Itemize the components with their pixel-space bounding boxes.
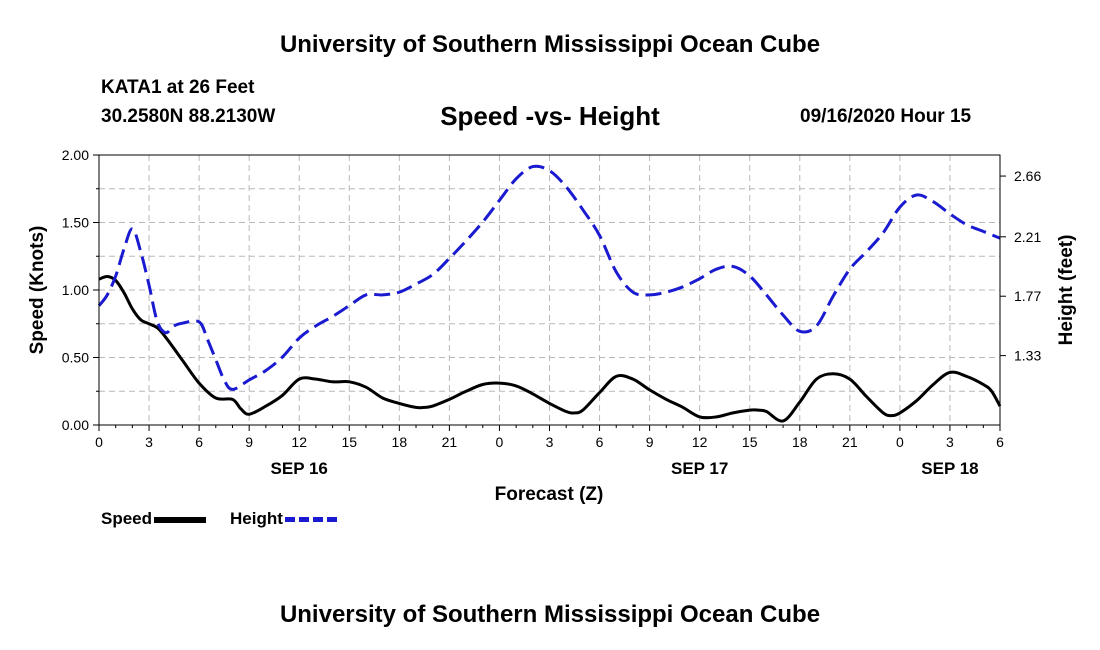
x-tick-label: 0 [95,434,103,450]
x-tick-label: 9 [245,434,253,450]
x-tick-label: 0 [496,434,504,450]
x-tick-label: 18 [792,434,808,450]
bottom-title: University of Southern Mississippi Ocean… [279,601,821,628]
y-left-tick-label: 0.50 [62,350,89,366]
x-tick-label: 3 [145,434,153,450]
y-right-tick-label: 2.21 [1014,229,1041,245]
legend-height-label: Height [230,509,283,528]
date-label: SEP 17 [671,459,728,478]
y-left-tick-label: 1.50 [62,215,89,231]
x-tick-label: 6 [195,434,203,450]
date-label: SEP 18 [921,459,978,478]
y-axis-label-right: Height (feet) [1056,235,1077,346]
chart-title: Speed -vs- Height [440,101,660,131]
x-tick-label: 12 [692,434,708,450]
y-right-tick-label: 1.33 [1014,348,1041,364]
date-label: SEP 16 [271,459,328,478]
forecast-datetime: 09/16/2020 Hour 15 [800,106,972,127]
series-lines [97,164,1002,423]
y-left-tick-label: 1.00 [62,282,89,298]
x-tick-label: 6 [996,434,1004,450]
legend-height-swatch [284,517,337,523]
x-tick-label: 9 [646,434,654,450]
series-line-height [97,164,1001,391]
x-tick-label: 18 [392,434,408,450]
x-tick-label: 15 [341,434,357,450]
legend-speed-swatch [154,516,207,523]
legend-height: Height [230,509,337,529]
station-coordinates: 30.2580N 88.2130W [101,106,276,127]
station-name: KATA1 at 26 Feet [101,77,255,98]
axes: 0 3 6 9 12 15 18 21 0 3 6 9 12 15 18 21 0 3 6 SEP 16 SEP 17 S… [62,147,1042,478]
x-axis-label: Forecast (Z) [495,484,604,505]
y-axis-label-left: Speed (Knots) [27,226,48,355]
top-title: University of Southern Mississippi Ocean… [279,31,821,58]
x-tick-label: 21 [842,434,858,450]
y-left-tick-label: 2.00 [62,147,89,163]
grid-lines [99,155,1000,425]
x-tick-label: 12 [291,434,307,450]
x-tick-label: 0 [896,434,904,450]
legend-speed-label: Speed [101,509,153,528]
x-tick-label: 21 [442,434,458,450]
y-left-tick-label: 0.00 [62,417,89,433]
x-tick-label: 15 [742,434,758,450]
x-tick-label: 6 [596,434,604,450]
legend-speed: Speed [101,509,207,529]
x-tick-label: 3 [546,434,554,450]
y-right-tick-label: 1.77 [1014,288,1041,304]
x-tick-label: 3 [946,434,954,450]
series-line-speed [98,275,1002,423]
y-right-tick-label: 2.66 [1014,168,1041,184]
